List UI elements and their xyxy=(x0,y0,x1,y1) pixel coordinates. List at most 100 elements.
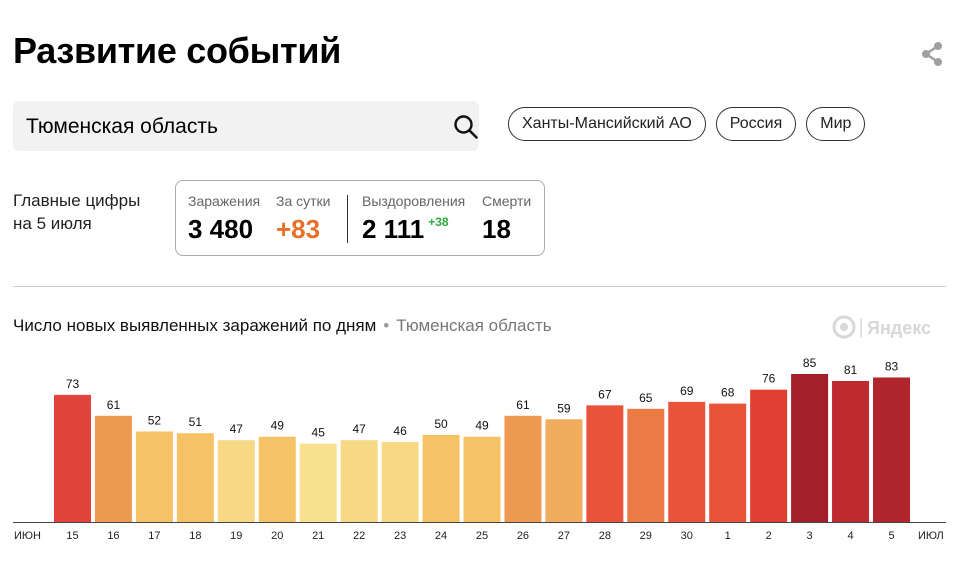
chart-tick-label: 15 xyxy=(66,530,78,542)
chart-tick-label: 20 xyxy=(271,530,283,542)
yandex-watermark: Яндекс xyxy=(832,315,931,339)
chart-bar-22 xyxy=(340,440,378,522)
chart-bar-25 xyxy=(463,436,501,522)
chart-bar-17 xyxy=(135,431,173,522)
stat-infections-value: 3 480 xyxy=(188,214,254,244)
stat-recovered-delta: +38 xyxy=(428,215,449,229)
chart-value-label: 51 xyxy=(189,415,203,429)
figures-label-date: на 5 июля xyxy=(13,214,92,233)
chart-bar-15 xyxy=(54,394,91,522)
stats-panel: Заражения 3 480 За сутки +83 Выздоровлен… xyxy=(175,180,545,256)
chart-bar-2 xyxy=(750,389,788,522)
chart-bar-24 xyxy=(422,434,460,522)
chart-value-label: 47 xyxy=(230,422,244,436)
yandex-logo-icon xyxy=(832,315,862,339)
chart-axis-end-label: ИЮЛ xyxy=(918,530,944,542)
stat-deaths: Смерти 18 xyxy=(482,193,531,245)
chart-tick-label: 25 xyxy=(476,530,488,542)
chart-tick-label: 23 xyxy=(394,530,406,542)
chart-tick-label: 1 xyxy=(725,530,731,542)
chart-bar-29 xyxy=(627,408,665,522)
region-chip-russia[interactable]: Россия xyxy=(715,107,797,141)
chart-tick-label: 21 xyxy=(312,530,324,542)
chart-bar-19 xyxy=(217,440,255,522)
figures-label-title: Главные цифры xyxy=(13,191,141,210)
chart-bar-30 xyxy=(668,401,706,522)
chart-tick-label: 22 xyxy=(353,530,365,542)
chart-bar-3 xyxy=(791,374,829,522)
chart-value-label: 50 xyxy=(434,417,448,431)
chart-value-label: 85 xyxy=(803,356,817,370)
search-input[interactable] xyxy=(13,101,438,153)
share-icon[interactable] xyxy=(918,40,946,68)
page-title: Развитие событий xyxy=(13,30,342,71)
chart-tick-label: 28 xyxy=(599,530,611,542)
chart-bar-21 xyxy=(299,443,337,522)
stat-deaths-value: 18 xyxy=(482,214,511,244)
chart-value-label: 46 xyxy=(393,424,407,438)
chart-tick-label: 17 xyxy=(148,530,160,542)
stat-recovered-value-row: 2 111 +38 xyxy=(362,214,465,245)
stat-deaths-label: Смерти xyxy=(482,193,532,209)
chart-value-label: 67 xyxy=(598,387,612,401)
stat-daily-label: За сутки xyxy=(276,193,331,209)
chart-tick-label: 5 xyxy=(888,530,894,542)
chart-value-label: 83 xyxy=(885,359,899,373)
chart-bar-26 xyxy=(504,415,542,522)
figures-label: Главные цифры на 5 июля xyxy=(13,189,140,235)
stat-recovered-label: Выздоровления xyxy=(362,193,466,209)
chart-tick-label: 30 xyxy=(681,530,693,542)
chart-value-label: 59 xyxy=(557,401,571,415)
search-icon[interactable] xyxy=(453,114,479,140)
new-cases-chart: 7315611652175118471949204521472246235024… xyxy=(13,356,946,542)
chart-tick-label: 16 xyxy=(107,530,119,542)
chart-tick-label: 2 xyxy=(766,530,772,542)
chart-value-label: 52 xyxy=(148,413,162,427)
chart-value-label: 69 xyxy=(680,384,694,398)
chart-value-label: 61 xyxy=(516,398,530,412)
chart-value-label: 76 xyxy=(762,372,776,386)
chart-value-label: 68 xyxy=(721,386,735,400)
chart-bar-16 xyxy=(94,415,132,522)
chart-value-label: 49 xyxy=(271,419,285,433)
region-chip-khmao[interactable]: Ханты-Мансийский АО xyxy=(508,107,706,141)
yandex-source-text: Яндекс xyxy=(867,318,931,338)
chart-value-label: 65 xyxy=(639,391,653,405)
stats-separator xyxy=(347,195,348,243)
stat-daily-value: +83 xyxy=(276,214,321,244)
chart-value-label: 81 xyxy=(844,363,858,377)
chart-value-label: 73 xyxy=(66,377,80,391)
region-chips: Ханты-Мансийский АО Россия Мир xyxy=(508,107,866,141)
chart-tick-label: 4 xyxy=(847,530,853,542)
stat-daily: За сутки +83 xyxy=(276,193,331,245)
section-divider xyxy=(13,286,946,287)
stat-recovered: Выздоровления 2 111 +38 xyxy=(362,193,465,245)
chart-title-text: Число новых выявленных заражений по дням xyxy=(13,316,377,335)
chart-bar-27 xyxy=(545,419,583,522)
stat-recovered-value: 2 111 xyxy=(362,214,425,244)
region-chip-world[interactable]: Мир xyxy=(806,107,866,141)
region-search xyxy=(13,101,479,153)
stat-infections-label: Заражения xyxy=(188,193,261,209)
chart-bar-20 xyxy=(258,436,296,522)
chart-title-region: Тюменская область xyxy=(396,316,552,335)
chart-value-label: 47 xyxy=(352,422,366,436)
chart-value-label: 61 xyxy=(107,398,121,412)
chart-tick-label: 27 xyxy=(558,530,570,542)
stat-infections: Заражения 3 480 xyxy=(188,193,260,245)
chart-bar-1 xyxy=(709,403,747,522)
chart-tick-label: 24 xyxy=(435,530,447,542)
chart-axis-start-label: ИЮН xyxy=(14,530,41,542)
chart-tick-label: 3 xyxy=(807,530,813,542)
chart-tick-label: 26 xyxy=(517,530,529,542)
chart-tick-label: 29 xyxy=(640,530,652,542)
chart-value-label: 45 xyxy=(312,426,326,440)
chart-bar-4 xyxy=(832,380,870,522)
chart-bar-5 xyxy=(873,377,910,522)
chart-bar-28 xyxy=(586,405,624,522)
chart-bar-18 xyxy=(176,433,214,522)
chart-value-label: 49 xyxy=(475,419,489,433)
chart-tick-label: 18 xyxy=(189,530,201,542)
chart-title-separator: • xyxy=(383,316,390,335)
chart-title: Число новых выявленных заражений по дням… xyxy=(13,316,552,336)
